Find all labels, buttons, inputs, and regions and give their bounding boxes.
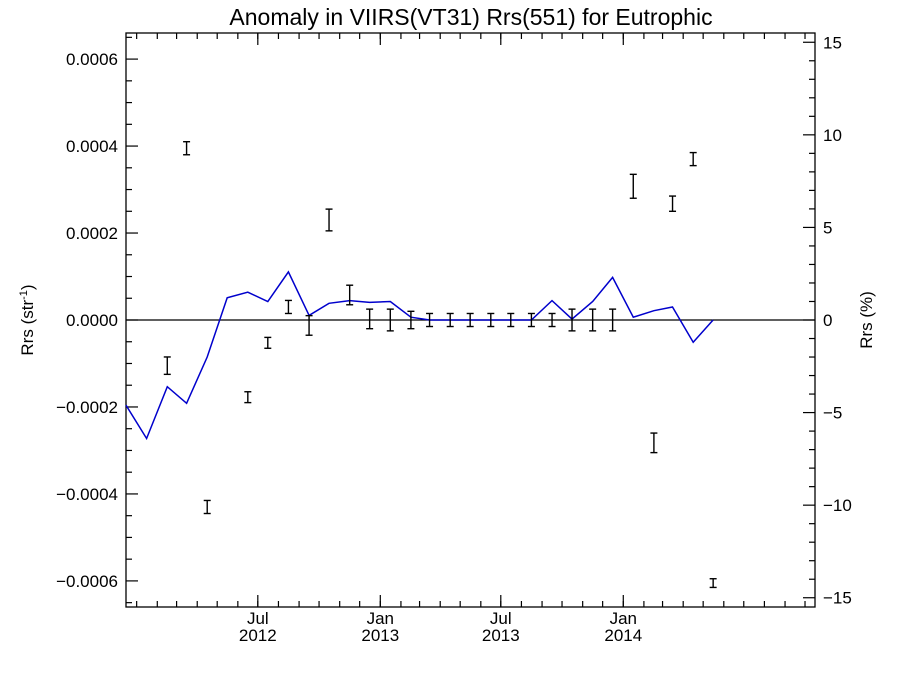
chart-title: Anomaly in VIIRS(VT31) Rrs(551) for Eutr… — [229, 4, 712, 30]
y-right-tick-label: −5 — [823, 404, 842, 423]
errorbar-point — [629, 173, 637, 199]
errorbar-point — [163, 356, 171, 376]
errorbar-series-layer — [163, 141, 717, 589]
errorbar-point — [568, 308, 576, 332]
errorbar-point — [407, 310, 415, 330]
errorbar-point — [609, 308, 617, 332]
y-left-tick-label: 0.0002 — [66, 224, 118, 243]
errorbar-point — [650, 432, 658, 454]
x-tick-year-label: 2013 — [361, 626, 399, 645]
errorbar-point — [426, 312, 434, 328]
line-series-layer — [125, 270, 714, 441]
y-axis-left-label-close: ) — [18, 284, 37, 290]
x-tick-month-label: Jul — [247, 609, 269, 628]
y-right-tick-label: 0 — [823, 311, 832, 330]
y-axis-right-label: Rrs (%) — [857, 291, 876, 349]
x-tick-year-label: 2012 — [239, 626, 277, 645]
y-right-tick-label: −10 — [823, 496, 852, 515]
errorbar-point — [669, 195, 677, 212]
y-axis-left-label-main: Rrs (str — [18, 300, 37, 356]
y-axis-left-label-superscript: -1 — [18, 290, 30, 300]
errorbar-point — [487, 312, 495, 328]
errorbar-point — [346, 284, 354, 306]
errorbar-point — [305, 314, 313, 336]
errorbar-point — [446, 312, 454, 328]
y-right-tick-label: 5 — [823, 218, 832, 237]
y-left-tick-label: −0.0006 — [56, 572, 118, 591]
y-left-tick-label: 0.0000 — [66, 311, 118, 330]
errorbar-point — [589, 308, 597, 332]
errorbar-point — [264, 336, 272, 349]
x-tick-year-label: 2014 — [604, 626, 642, 645]
y-left-tick-label: 0.0006 — [66, 50, 118, 69]
errorbar-point — [325, 208, 333, 232]
y-left-tick-label: −0.0004 — [56, 485, 118, 504]
y-axis-left-label: Rrs (str-1) — [18, 284, 37, 355]
errorbar-point — [709, 578, 717, 589]
x-tick-month-label: Jan — [367, 609, 394, 628]
x-tick-month-label: Jan — [610, 609, 637, 628]
axes-layer: 0.0006 0.0004 0.0002 0.0000 −0.0002 −0.0004 −0… — [56, 33, 852, 645]
anomaly-percent-line — [125, 270, 714, 441]
errorbar-point — [689, 151, 697, 167]
errorbar-point — [244, 391, 252, 404]
y-right-tick-label: 10 — [823, 126, 842, 145]
errorbar-point — [183, 141, 191, 156]
x-tick-month-label: Jul — [490, 609, 512, 628]
errorbar-point — [548, 312, 556, 328]
errorbar-point — [507, 312, 515, 328]
y-left-tick-label: 0.0004 — [66, 137, 118, 156]
y-right-tick-label: 15 — [823, 33, 842, 52]
errorbar-point — [466, 312, 474, 328]
x-tick-year-label: 2013 — [482, 626, 520, 645]
errorbar-point — [386, 308, 394, 332]
errorbar-point — [366, 308, 374, 330]
y-right-tick-label: −15 — [823, 589, 852, 608]
errorbar-point — [527, 312, 535, 328]
errorbar-point — [284, 299, 292, 315]
errorbar-point — [203, 499, 211, 515]
y-left-tick-label: −0.0002 — [56, 398, 118, 417]
